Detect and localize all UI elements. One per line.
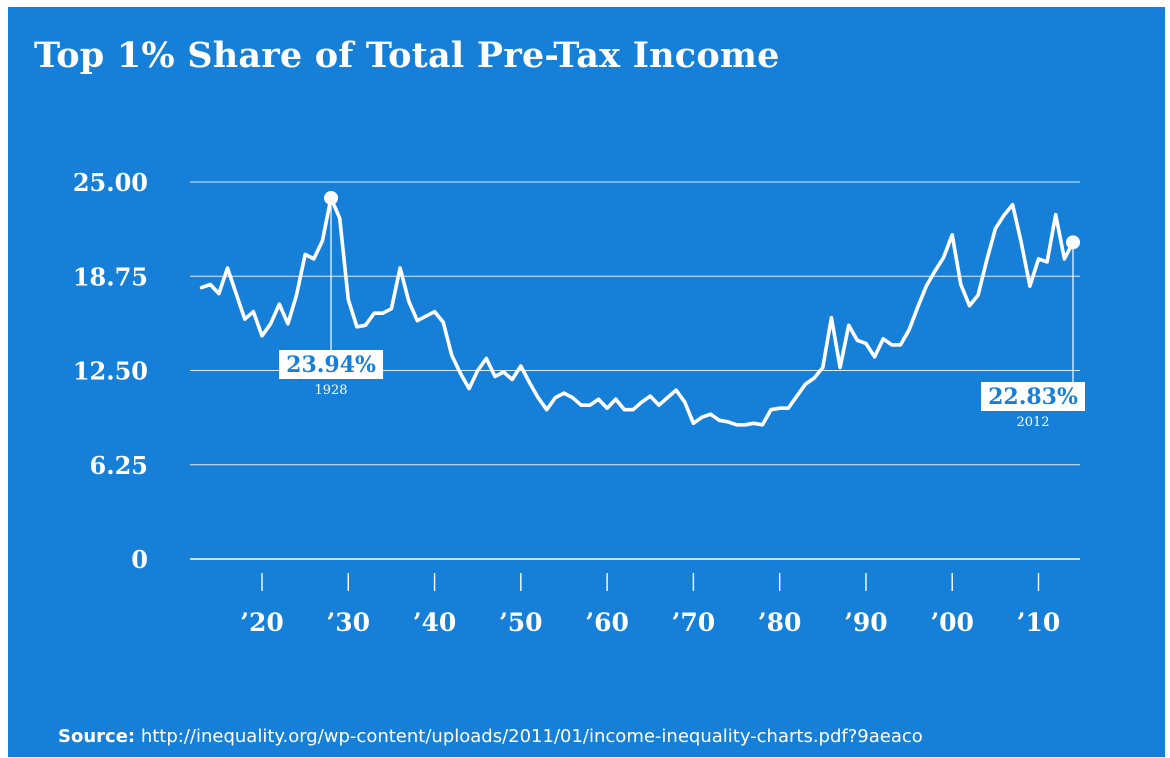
x-tick-label: ’70	[672, 608, 716, 637]
source-line: Source: http://inequality.org/wp-content…	[58, 726, 923, 747]
callout-year: 2012	[1016, 415, 1049, 430]
callout-year: 1928	[314, 383, 347, 398]
line-chart: 0 6.25 12.50 18.75 25.00 ’20 ’30 ’40 ’50 ’60 ’70 ’8…	[73, 168, 1085, 637]
x-tick-label: ’40	[413, 608, 457, 637]
x-tick-label: ’50	[499, 608, 543, 637]
callout-box	[279, 350, 384, 379]
callout-value: 22.83%	[988, 384, 1078, 410]
data-point-marker	[324, 190, 339, 205]
callout-box	[981, 382, 1085, 411]
callout-value: 23.94%	[286, 352, 376, 378]
y-tick-label: 25.00	[73, 168, 148, 197]
source-label: Source:	[58, 726, 136, 747]
data-point-marker	[1066, 235, 1080, 250]
x-tick-label: ’90	[844, 608, 888, 637]
top-1pct-income-line	[199, 196, 1075, 427]
x-tick-label: ’80	[758, 608, 802, 637]
x-tick-label: ’10	[1017, 608, 1061, 637]
x-tick-label: ’60	[585, 608, 629, 637]
x-tick-label: ’20	[240, 608, 284, 637]
y-tick-label: 12.50	[73, 357, 148, 386]
x-tick-label: ’30	[327, 608, 371, 637]
y-tick-label: 18.75	[73, 262, 148, 291]
source-url[interactable]: http://inequality.org/wp-content/uploads…	[140, 726, 923, 747]
x-tick-label: ’00	[930, 608, 974, 637]
chart-title: Top 1% Share of Total Pre-Tax Income	[34, 35, 780, 76]
y-tick-label: 6.25	[90, 451, 148, 480]
y-tick-label: 0	[131, 545, 148, 574]
chart-card: Top 1% Share of Total Pre-Tax Income 0 6.…	[8, 7, 1165, 757]
